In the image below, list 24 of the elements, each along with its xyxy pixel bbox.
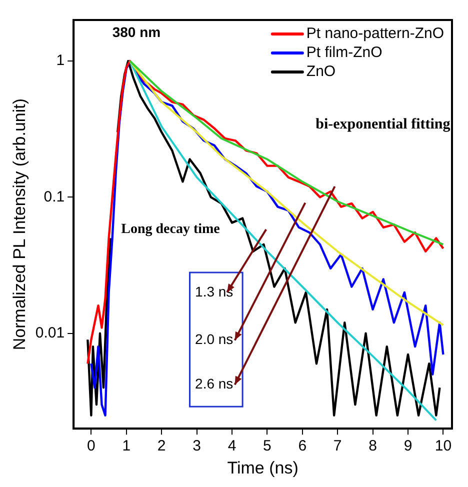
annotation: 2.0 ns: [195, 331, 234, 348]
x-tick-label: 5: [263, 438, 272, 455]
y-tick-label: 0.01: [35, 324, 65, 342]
annotation: 380 nm: [112, 24, 161, 40]
x-tick-label: 6: [298, 438, 307, 455]
annotation: Long decay time: [121, 222, 220, 238]
x-tick-label: 8: [368, 438, 377, 455]
x-tick-label: 1: [122, 438, 131, 455]
x-tick-label: 2: [157, 438, 166, 455]
x-tick-label: 9: [404, 438, 412, 455]
annotation: bi-exponential fitting: [316, 116, 451, 133]
legend-label: Pt nano-pattern-ZnO: [306, 25, 444, 42]
y-tick-label: 0.1: [44, 188, 65, 206]
annotation: 2.6 ns: [195, 376, 234, 392]
x-tick-label: 4: [228, 438, 236, 455]
x-tick-label: 10: [434, 438, 452, 455]
legend-label: ZnO: [306, 63, 336, 80]
x-tick-label: 3: [192, 438, 201, 455]
legend-label: Pt film-ZnO: [306, 44, 382, 62]
x-tick-label: 0: [87, 438, 96, 455]
y-axis-title: Normalized PL Intensity (arb.unit): [10, 98, 29, 350]
y-tick-label: 1: [56, 52, 65, 70]
x-tick-label: 7: [333, 438, 342, 455]
x-axis-title: Time (ns): [227, 458, 298, 478]
